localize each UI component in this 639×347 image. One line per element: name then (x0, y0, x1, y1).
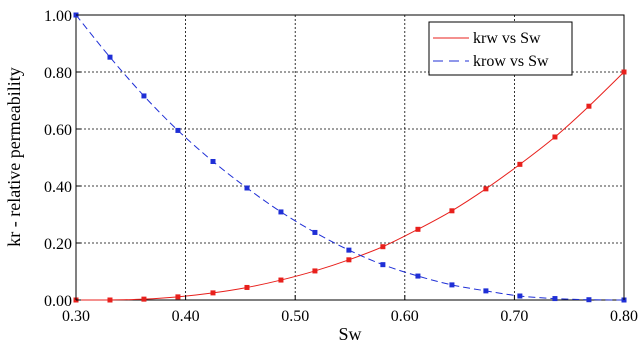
legend: krw vs Sw krow vs Sw (428, 21, 573, 76)
data-point-krow (312, 229, 318, 235)
y-tick-label: 1.00 (44, 8, 72, 25)
x-tick-label: 0.80 (610, 308, 638, 325)
x-axis-label: Sw (338, 324, 361, 344)
y-tick-label: 0.40 (44, 179, 72, 196)
data-point-krw (278, 277, 284, 283)
data-point-krow (586, 297, 592, 303)
x-tick-label: 0.50 (281, 308, 309, 325)
data-point-krw (552, 134, 558, 140)
plot-area-frame (75, 14, 625, 301)
data-point-krw (346, 257, 352, 263)
x-tick-label: 0.40 (172, 308, 200, 325)
data-point-krw (449, 208, 455, 214)
legend-box (428, 21, 573, 76)
data-point-krow (552, 296, 558, 302)
data-point-krw (210, 290, 216, 296)
y-tick-label: 0.60 (44, 122, 72, 139)
data-point-krow (210, 158, 216, 164)
data-point-krow (380, 262, 386, 268)
y-tick-label: 0.00 (44, 293, 72, 310)
y-tick-label: 0.20 (44, 236, 72, 253)
data-point-krw (483, 186, 489, 192)
data-point-krow (141, 93, 147, 99)
data-point-krw (244, 284, 250, 290)
x-tick-label: 0.70 (500, 308, 528, 325)
series-layer (73, 12, 627, 303)
data-point-krow (517, 293, 523, 299)
data-point-krw (586, 103, 592, 109)
data-point-krw (312, 268, 318, 274)
data-point-krow (449, 282, 455, 288)
data-point-krw (175, 294, 181, 300)
data-point-krow (346, 247, 352, 253)
data-point-krw (380, 244, 386, 250)
data-point-krow (244, 185, 250, 191)
data-point-krw (621, 69, 627, 75)
data-point-krw (517, 161, 523, 167)
x-tick-label: 0.60 (391, 308, 419, 325)
data-point-krow (415, 273, 421, 279)
legend-label-krow: krow vs Sw (473, 53, 549, 70)
data-point-krw (141, 296, 147, 302)
x-tick-label: 0.30 (62, 308, 90, 325)
axis-ticks: 0.30 0.40 0.50 0.60 0.70 0.80 0.00 0.20 0.40 0.60… (44, 8, 638, 325)
data-point-krow (278, 209, 284, 215)
data-point-krow (483, 288, 489, 294)
y-axis-label: kr - relative permeability (4, 67, 24, 246)
data-point-krow (107, 54, 113, 60)
data-point-krow (175, 127, 181, 133)
data-point-krw (107, 297, 113, 303)
legend-label-krw: krw vs Sw (473, 30, 541, 47)
y-tick-label: 0.80 (44, 65, 72, 82)
data-point-krw (415, 226, 421, 232)
